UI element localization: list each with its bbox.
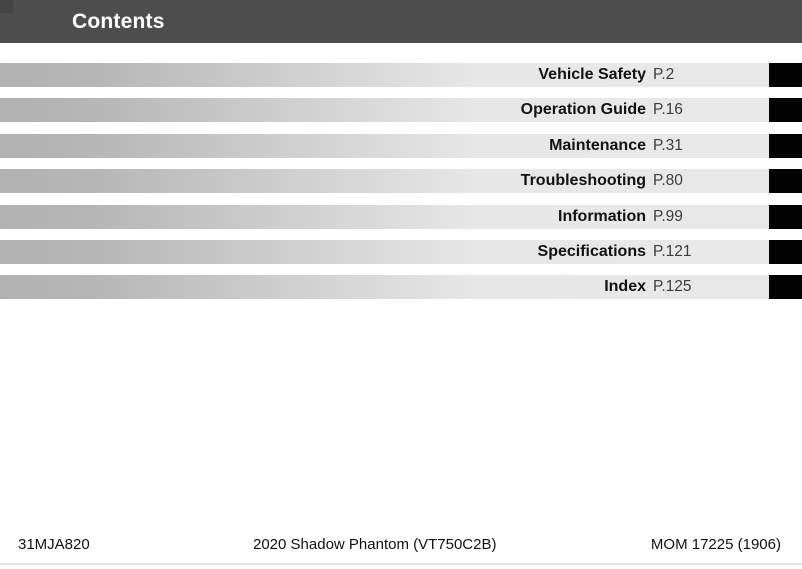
- bottom-divider: [0, 563, 802, 565]
- toc-label: Vehicle Safety: [538, 66, 646, 83]
- header-bar: Contents: [0, 0, 802, 43]
- toc-row[interactable]: Index P.125: [0, 275, 802, 300]
- toc-row[interactable]: Vehicle Safety P.2: [0, 63, 802, 87]
- toc-list: Vehicle Safety P.2 Operation Guide P.16 …: [0, 63, 802, 311]
- toc-gradient-bar: [0, 63, 769, 87]
- toc-page-number: P.16: [653, 101, 683, 119]
- toc-gradient-bar: [0, 98, 769, 123]
- toc-row[interactable]: Troubleshooting P.80: [0, 169, 802, 194]
- toc-page-number: P.99: [653, 207, 683, 225]
- toc-gradient-bar: [0, 239, 769, 264]
- footer-document-code: MOM 17225 (1906): [650, 536, 781, 553]
- toc-label: Operation Guide: [520, 101, 646, 119]
- toc-gradient-bar: [0, 133, 769, 158]
- toc-page-number: P.31: [653, 136, 683, 154]
- toc-page-number: P.80: [653, 172, 683, 190]
- toc-row[interactable]: Operation Guide P.16: [0, 98, 802, 123]
- section-tab-marker: [769, 204, 802, 229]
- toc-label: Specifications: [537, 242, 646, 260]
- toc-label: Maintenance: [549, 136, 646, 154]
- toc-label: Information: [558, 207, 646, 225]
- toc-label: Index: [604, 278, 646, 296]
- page-edge-strip: [0, 564, 802, 569]
- section-tab-marker: [769, 275, 802, 300]
- toc-label: Troubleshooting: [520, 172, 646, 190]
- section-tab-marker: [769, 98, 802, 123]
- toc-row[interactable]: Information P.99: [0, 204, 802, 229]
- section-tab-marker: [769, 63, 802, 87]
- toc-page-number: P.125: [653, 278, 692, 296]
- section-tab-marker: [769, 133, 802, 158]
- toc-page-number: P.121: [653, 242, 692, 260]
- section-tab-marker: [769, 239, 802, 264]
- toc-gradient-bar: [0, 204, 769, 229]
- section-tab-marker: [769, 169, 802, 194]
- toc-row[interactable]: Specifications P.121: [0, 239, 802, 264]
- header-corner-shade: [0, 0, 13, 13]
- footer-part-number: 31MJA820: [18, 536, 90, 553]
- toc-row[interactable]: Maintenance P.31: [0, 133, 802, 158]
- footer-model-name: 2020 Shadow Phantom (VT750C2B): [253, 536, 497, 553]
- toc-gradient-bar: [0, 275, 769, 300]
- page-title: Contents: [72, 10, 165, 33]
- toc-page-number: P.2: [653, 66, 675, 83]
- toc-gradient-bar: [0, 169, 769, 194]
